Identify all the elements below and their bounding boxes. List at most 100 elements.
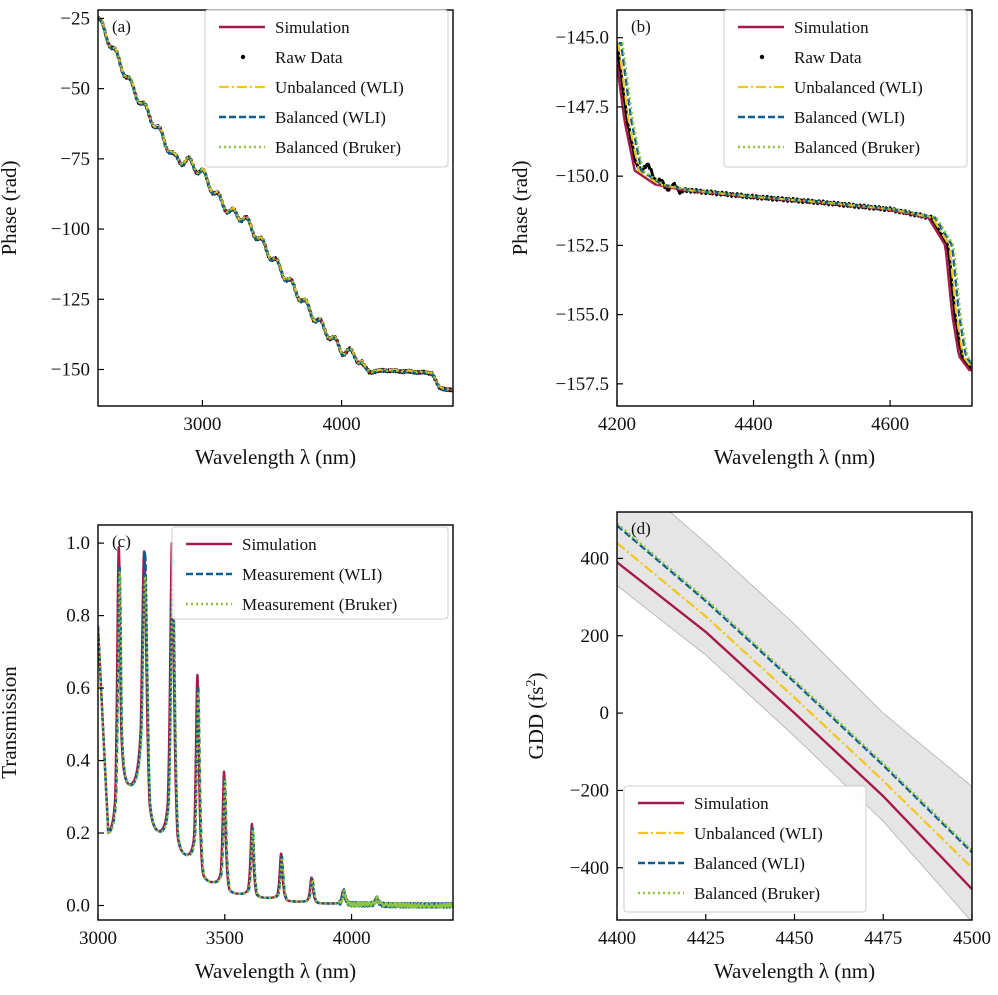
x-tick-label: 4600 — [871, 414, 909, 435]
legend-entry: Simulation — [275, 18, 350, 37]
x-axis-label: Wavelength λ (nm) — [714, 445, 875, 469]
y-tick-label: −150 — [51, 359, 90, 380]
y-tick-label: −145.0 — [556, 28, 609, 49]
x-tick-label: 4400 — [735, 414, 773, 435]
series-measurement-bruker — [98, 564, 453, 909]
x-axis-label: Wavelength λ (nm) — [195, 959, 356, 983]
plot-area — [98, 16, 453, 393]
legend-entry: Unbalanced (WLI) — [275, 78, 404, 97]
x-axis-label: Wavelength λ (nm) — [195, 445, 356, 469]
y-axis-label-main: Phase (rad) — [508, 160, 532, 255]
y-axis-label-close: ) — [524, 673, 548, 680]
y-tick-label: 0.2 — [66, 823, 90, 844]
legend-entry: Balanced (Bruker) — [794, 138, 920, 157]
series-unbalanced-wli — [617, 542, 972, 869]
x-tick-label: 3000 — [79, 928, 117, 949]
y-axis-label: GDD (fs2) — [524, 673, 548, 760]
y-tick-label: 0 — [600, 703, 610, 724]
y-tick-label: −400 — [570, 858, 609, 879]
series-balanced-wli — [617, 524, 972, 854]
x-axis-label: Wavelength λ (nm) — [714, 959, 875, 983]
legend-entry: Raw Data — [794, 48, 862, 67]
y-axis-label: Phase (rad) — [508, 160, 532, 255]
legend-entry: Measurement (WLI) — [242, 565, 382, 584]
plot-area — [98, 541, 453, 909]
legend-entry: Balanced (WLI) — [694, 854, 805, 873]
legend-entry: Simulation — [242, 535, 317, 554]
panel-label: (a) — [112, 17, 131, 36]
x-tick-label: 4200 — [598, 414, 636, 435]
legend-entry: Balanced (Bruker) — [275, 138, 401, 157]
y-tick-label: −152.5 — [556, 235, 609, 256]
x-tick-label: 4400 — [598, 928, 636, 949]
legend-frame — [204, 9, 449, 168]
panel-label: (b) — [631, 17, 651, 36]
panel-d: 4400 4425 4450 4475 4500 400 200 0 −200 −400 Wavel… — [524, 511, 991, 983]
uncertainty-band — [617, 512, 972, 920]
y-axis-label: Transmission — [0, 666, 21, 779]
y-axis-label-main: GDD (fs — [524, 687, 548, 760]
legend-entry: Unbalanced (WLI) — [794, 78, 923, 97]
series-balanced-bruker — [617, 42, 972, 364]
y-tick-label: 400 — [581, 548, 610, 569]
y-tick-label: −100 — [51, 219, 90, 240]
x-tick-label: 4475 — [864, 928, 902, 949]
panel-b: 4200 4400 4600 −145.0 −147.5 −150.0 −152.5 −155… — [508, 9, 973, 469]
legend-entry: Simulation — [694, 794, 769, 813]
legend-entry: Measurement (Bruker) — [242, 595, 397, 614]
legend-swatch-raw — [240, 54, 246, 60]
y-tick-label: −150.0 — [556, 166, 609, 187]
x-tick-label: 4425 — [687, 928, 725, 949]
legend: Simulation Unbalanced (WLI) Balanced (WLI)… — [623, 785, 867, 913]
legend-entry: Balanced (Bruker) — [694, 884, 820, 903]
plot-area — [617, 512, 972, 920]
x-tick-label: 4450 — [776, 928, 814, 949]
x-tick-label: 3000 — [183, 414, 221, 435]
x-tick-label: 4500 — [953, 928, 991, 949]
y-tick-label: 0.8 — [66, 606, 90, 627]
y-axis-label-sup: 2 — [524, 680, 539, 687]
y-tick-label: −75 — [60, 149, 90, 170]
y-axis-label: Phase (rad) — [0, 160, 21, 255]
y-tick-label: −147.5 — [556, 97, 609, 118]
x-tick-label: 4000 — [323, 414, 361, 435]
y-tick-label: 0.6 — [66, 678, 90, 699]
y-axis-label-main: Transmission — [0, 666, 21, 779]
y-tick-label: 200 — [581, 626, 610, 647]
y-tick-label: −50 — [60, 79, 90, 100]
legend-frame — [723, 9, 968, 168]
panel-label: (c) — [112, 532, 131, 551]
legend-frame — [171, 526, 449, 620]
plot-area — [617, 42, 972, 372]
legend-entry: Simulation — [794, 18, 869, 37]
panel-a: 3000 4000 −25 −50 −75 −100 −125 −150 Wavelength … — [0, 8, 454, 469]
y-tick-label: −157.5 — [556, 374, 609, 395]
y-tick-label: 0.4 — [66, 751, 90, 772]
y-tick-label: −125 — [51, 289, 90, 310]
series-balanced-bruker — [617, 522, 972, 852]
series-unbalanced-wli — [98, 16, 453, 391]
legend-entry: Raw Data — [275, 48, 343, 67]
legend: Simulation Measurement (WLI) Measurement (… — [171, 526, 449, 620]
y-axis-label-main: Phase (rad) — [0, 160, 21, 255]
y-tick-label: 1.0 — [66, 533, 90, 554]
series-simulation — [617, 561, 972, 890]
axes-frame — [97, 524, 454, 921]
y-tick-label: −155.0 — [556, 305, 609, 326]
y-tick-label: −200 — [570, 780, 609, 801]
y-tick-label: 0.0 — [66, 896, 90, 917]
panel-label: (d) — [631, 519, 651, 538]
x-tick-label: 3500 — [206, 928, 244, 949]
legend: Simulation Raw Data Unbalanced (WLI) Balanc… — [204, 9, 449, 168]
legend-entry: Balanced (WLI) — [275, 108, 386, 127]
legend-swatch-raw — [759, 54, 765, 60]
x-tick-label: 4000 — [333, 928, 371, 949]
y-tick-label: −25 — [60, 8, 90, 29]
legend-entry: Balanced (WLI) — [794, 108, 905, 127]
series-balanced-wli — [98, 17, 453, 392]
legend-entry: Unbalanced (WLI) — [694, 824, 823, 843]
panel-c: 3000 3500 4000 0.0 0.2 0.4 0.6 0.8 1.0 Wavelength… — [0, 524, 454, 983]
legend: Simulation Raw Data Unbalanced (WLI) Balanc… — [723, 9, 968, 168]
legend-frame — [623, 785, 867, 913]
